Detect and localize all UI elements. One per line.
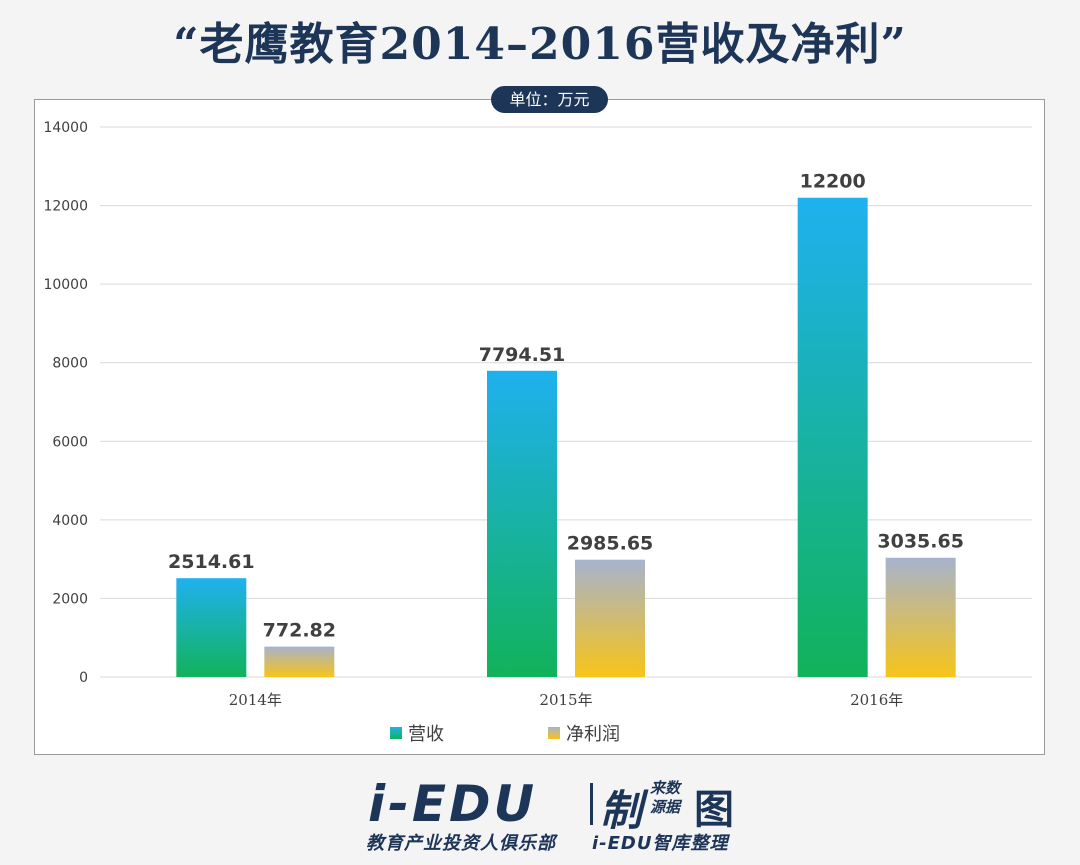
y-tick-label: 0: [79, 670, 88, 686]
legend-label: 净利润: [566, 724, 620, 745]
data-label: 2514.61: [168, 551, 255, 573]
y-tick-label: 6000: [52, 434, 88, 450]
revenue-bar: [176, 578, 247, 677]
legend-swatch: [390, 727, 402, 739]
y-tick-label: 10000: [43, 277, 88, 293]
y-tick-label: 14000: [43, 120, 88, 136]
legend-swatch: [548, 727, 560, 739]
data-label: 3035.65: [877, 531, 964, 553]
revenue-bar: [797, 197, 868, 677]
brand-source: 来数源据: [650, 779, 681, 816]
brand-make: 制: [600, 786, 643, 835]
y-tick-label: 12000: [43, 199, 88, 215]
brand-logo: i-EDU: [368, 775, 538, 833]
data-label: 7794.51: [479, 344, 566, 366]
y-tick-label: 4000: [52, 513, 88, 529]
brand-figure: 图: [694, 787, 734, 833]
profit-bar: [575, 559, 645, 677]
data-label: 772.82: [263, 620, 336, 642]
y-tick-label: 2000: [52, 591, 88, 607]
y-tick-label: 8000: [52, 356, 88, 372]
legend-label: 营收: [408, 724, 444, 745]
profit-bar: [885, 557, 956, 677]
unit-badge: 单位：万元: [491, 86, 608, 113]
revenue-bar: [487, 370, 557, 677]
brand-subtitle-right: i-EDU智库整理: [592, 833, 729, 854]
footer-logo: i-EDU 制 来数源据 图 教育产业投资人俱乐部 i-EDU智库整理: [360, 775, 740, 855]
x-tick-label: 2014年: [229, 691, 282, 709]
x-tick-label: 2016年: [850, 691, 903, 709]
profit-bar: [264, 646, 335, 677]
x-tick-label: 2015年: [539, 691, 592, 709]
data-label: 12200: [800, 171, 866, 193]
data-label: 2985.65: [567, 533, 654, 555]
brand-subtitle-left: 教育产业投资人俱乐部: [366, 833, 556, 854]
chart-title: “老鹰教育2014–2016营收及净利”: [173, 19, 907, 70]
brand-separator: [590, 783, 593, 825]
